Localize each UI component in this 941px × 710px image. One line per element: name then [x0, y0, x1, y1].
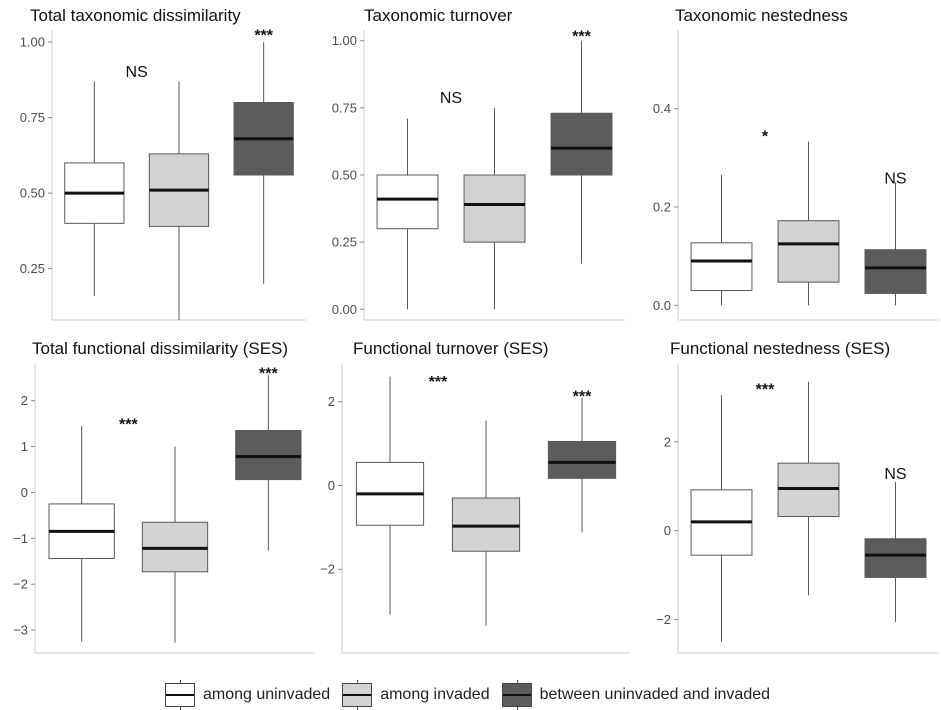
- legend-label-among-uninvaded: among uninvaded: [202, 686, 331, 703]
- y-tick-label: −1: [13, 531, 28, 546]
- y-tick-label: 2: [21, 393, 28, 408]
- legend-item-among-uninvaded: among uninvaded: [164, 680, 331, 710]
- box-body: [690, 242, 753, 292]
- panel-functional-nestedness-ses: Functional nestedness (SES) −2 0 2 *** NS: [656, 339, 939, 654]
- box-between-uninvaded-and-invaded: [233, 42, 294, 284]
- box-among-invaded: [777, 141, 840, 306]
- legend-label-between: between uninvaded and invaded: [539, 686, 771, 703]
- panel-title: Total functional dissimilarity (SES): [32, 339, 288, 358]
- panel-functional-turnover-ses: Functional turnover (SES) −2 0 2 *** ***: [320, 339, 630, 654]
- box-body: [777, 220, 840, 283]
- box-among-invaded: [451, 420, 521, 626]
- box-between-uninvaded-and-invaded: [547, 397, 617, 533]
- legend-key-between: [501, 680, 532, 710]
- legend-fill-among-uninvaded: [165, 684, 194, 706]
- box-among-invaded: [463, 107, 526, 310]
- y-tick-label: 0.2: [653, 199, 671, 214]
- y-tick-label: 0.75: [332, 100, 357, 115]
- box-among-uninvaded: [690, 175, 753, 306]
- significance-label: NS: [126, 64, 148, 81]
- panel-taxonomic-turnover: Taxonomic turnover 0.00 0.25 0.50 0.75 1.00 NS…: [332, 6, 625, 321]
- legend-label-among-invaded: among invaded: [380, 686, 490, 703]
- significance-label: ***: [429, 374, 448, 391]
- box-between-uninvaded-and-invaded: [864, 182, 927, 306]
- box-body: [235, 430, 302, 481]
- significance-label: NS: [884, 466, 906, 483]
- box-among-uninvaded: [355, 376, 425, 615]
- significance-label: NS: [440, 90, 462, 107]
- box-between-uninvaded-and-invaded: [864, 481, 927, 622]
- significance-label: ***: [573, 388, 592, 405]
- panel-title: Functional turnover (SES): [353, 339, 549, 358]
- y-tick-label: 2: [664, 434, 671, 449]
- panel-total-taxonomic-dissimilarity: Total taxonomic dissimilarity 0.25 0.50 0.7…: [20, 6, 306, 321]
- legend-item-between: between uninvaded and invaded: [501, 680, 771, 710]
- significance-label: ***: [756, 381, 775, 398]
- legend-key-among-uninvaded: [164, 680, 195, 710]
- box-among-invaded: [148, 81, 210, 320]
- box-body: [547, 440, 617, 479]
- box-between-uninvaded-and-invaded: [550, 40, 613, 264]
- y-tick-label: −2: [320, 562, 335, 577]
- box-among-uninvaded: [48, 425, 115, 642]
- significance-label: *: [762, 129, 769, 146]
- y-tick-label: 0.25: [332, 235, 357, 250]
- y-tick-label: 0: [21, 485, 28, 500]
- y-tick-label: 2: [328, 394, 335, 409]
- panel-title: Taxonomic turnover: [364, 6, 513, 25]
- legend-fill-between: [502, 684, 531, 706]
- legend: among uninvaded among invaded between un…: [0, 680, 941, 710]
- legend-item-among-invaded: among invaded: [342, 680, 490, 710]
- y-tick-label: 0: [664, 523, 671, 538]
- significance-label: ***: [254, 28, 273, 45]
- y-tick-label: 0.4: [653, 101, 671, 116]
- box-among-invaded: [777, 381, 840, 596]
- box-among-invaded: [141, 446, 209, 643]
- y-tick-label: 1: [21, 439, 28, 454]
- y-tick-label: −3: [13, 623, 28, 638]
- box-body: [864, 538, 927, 578]
- y-tick-label: 0.50: [332, 168, 357, 183]
- box-body: [463, 174, 526, 243]
- y-tick-label: 0.0: [653, 298, 671, 313]
- box-between-uninvaded-and-invaded: [235, 375, 302, 551]
- legend-fill-among-invaded: [343, 684, 372, 706]
- box-among-uninvaded: [690, 395, 753, 642]
- significance-label: ***: [259, 365, 278, 382]
- y-tick-label: 1.00: [20, 35, 45, 50]
- legend-key-among-invaded: [342, 680, 373, 710]
- panel-title: Total taxonomic dissimilarity: [30, 6, 241, 25]
- panel-title: Taxonomic nestedness: [675, 6, 848, 25]
- y-tick-label: 0.75: [20, 110, 45, 125]
- y-tick-label: 0.00: [332, 302, 357, 317]
- y-tick-label: 0.50: [20, 186, 45, 201]
- panel-total-functional-dissimilarity-ses: Total functional dissimilarity (SES) −3 −2…: [13, 339, 315, 654]
- panel-taxonomic-nestedness: Taxonomic nestedness 0.0 0.2 0.4 * NS: [653, 6, 939, 321]
- y-tick-label: −2: [13, 577, 28, 592]
- box-among-uninvaded: [64, 81, 125, 296]
- y-tick-label: 0.25: [20, 261, 45, 276]
- significance-label: NS: [884, 170, 906, 187]
- boxplot-figure: Total taxonomic dissimilarity 0.25 0.50 0.7…: [13, 6, 939, 654]
- y-tick-label: 1.00: [332, 33, 357, 48]
- y-tick-label: 0: [328, 478, 335, 493]
- significance-label: ***: [572, 28, 591, 45]
- y-tick-label: −2: [656, 612, 671, 627]
- significance-label: ***: [119, 417, 138, 434]
- panel-title: Functional nestedness (SES): [670, 339, 890, 358]
- box-body: [376, 174, 439, 230]
- box-among-uninvaded: [376, 118, 439, 310]
- box-body: [550, 112, 613, 176]
- box-body: [864, 249, 927, 294]
